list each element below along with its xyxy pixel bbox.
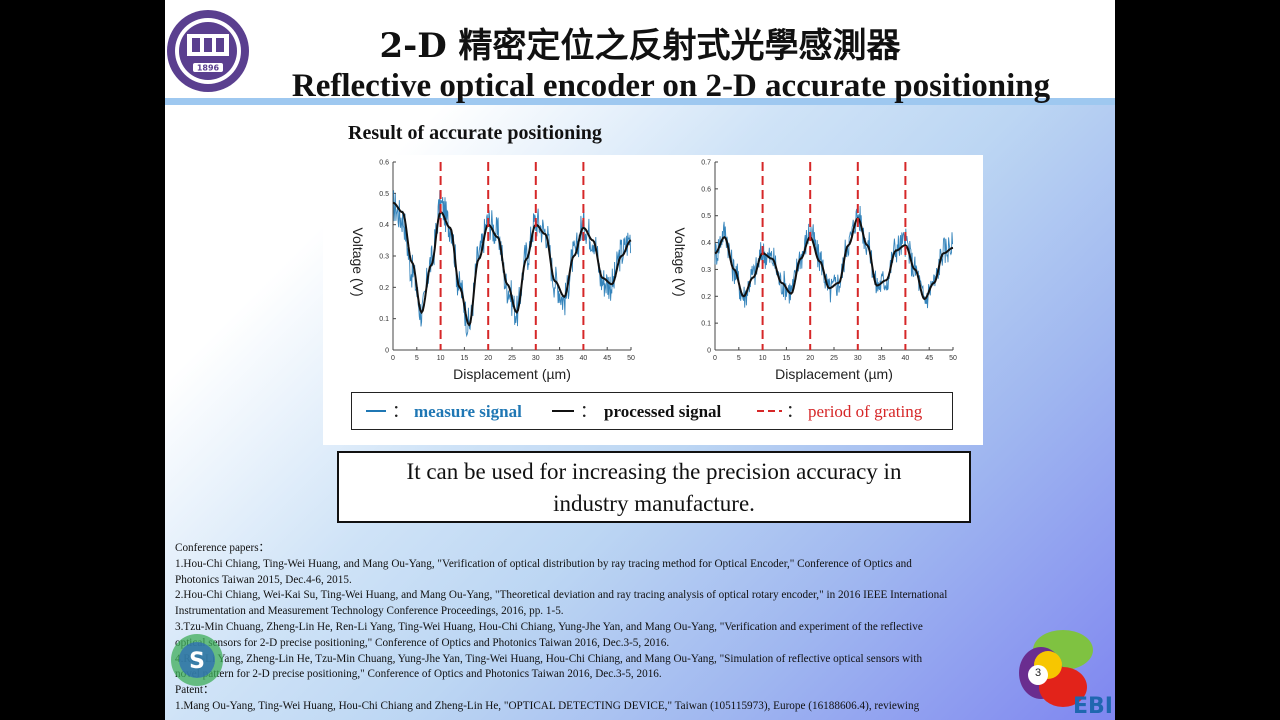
lab-badge-icon: S bbox=[171, 634, 223, 686]
ebil-text: EBIL bbox=[1073, 694, 1113, 719]
reference-line: 3.Tzu-Min Chuang, Zheng-Lin He, Ren-Li Y… bbox=[175, 620, 923, 633]
patent-line: 1.Mang Ou-Yang, Ting-Wei Huang, Hou-Chi … bbox=[175, 699, 920, 712]
patent-heading: Patent： bbox=[175, 684, 215, 697]
ebil-logo-icon: EBIL bbox=[1019, 630, 1113, 719]
y-tick-label: 0.3 bbox=[701, 267, 711, 274]
university-seal-icon: 1896 bbox=[167, 10, 249, 92]
legend-separator: ： bbox=[580, 402, 597, 421]
measure-signal-line bbox=[392, 189, 632, 338]
reference-line: optical sensors for 2-D precise position… bbox=[175, 636, 670, 649]
y-tick-label: 0.3 bbox=[379, 254, 389, 261]
x-tick-label: 25 bbox=[508, 355, 516, 362]
y-tick-label: 0.4 bbox=[701, 240, 711, 247]
x-tick-label: 15 bbox=[461, 355, 469, 362]
summary-note-box: It can be used for increasing the precis… bbox=[337, 451, 971, 523]
measure-signal-line bbox=[714, 205, 954, 309]
y-axis-label: Voltage (V) bbox=[672, 227, 688, 296]
processed-signal-line bbox=[714, 217, 954, 301]
logo-year: 1896 bbox=[197, 64, 220, 73]
processed-signal-line bbox=[392, 201, 632, 327]
x-tick-label: 25 bbox=[830, 355, 838, 362]
reference-line: novel pattern for 2-D precise positionin… bbox=[175, 668, 662, 681]
reference-line: Photonics Taiwan 2015, Dec.4-6, 2015. bbox=[175, 573, 352, 586]
y-tick-label: 0.5 bbox=[379, 191, 389, 198]
legend-separator: ： bbox=[392, 402, 409, 421]
x-tick-label: 50 bbox=[949, 355, 957, 362]
chart-legend: ： measure signal ： processed signal ： pe… bbox=[351, 392, 953, 430]
x-tick-label: 30 bbox=[854, 355, 862, 362]
reference-line: 1.Hou-Chi Chiang, Ting-Wei Huang, and Ma… bbox=[175, 557, 912, 570]
x-tick-label: 10 bbox=[759, 355, 767, 362]
references-block: Conference papers： 1.Hou-Chi Chiang, Tin… bbox=[175, 541, 1095, 715]
section-title: Result of accurate positioning bbox=[348, 122, 602, 144]
y-tick-label: 0.4 bbox=[379, 222, 389, 229]
page-title-english: Reflective optical encoder on 2-D accura… bbox=[291, 68, 1051, 104]
x-tick-label: 0 bbox=[391, 355, 395, 362]
x-tick-label: 35 bbox=[556, 355, 564, 362]
x-tick-label: 45 bbox=[603, 355, 611, 362]
y-tick-label: 0.5 bbox=[701, 213, 711, 220]
y-tick-label: 0.6 bbox=[701, 186, 711, 193]
page-title-chinese: 2-D 精密定位之反射式光學感測器 bbox=[379, 26, 901, 66]
slide: 1896 2-D 精密定位之反射式光學感測器 Reflective optica… bbox=[165, 0, 1115, 720]
y-tick-label: 0 bbox=[707, 348, 711, 355]
x-tick-label: 30 bbox=[532, 355, 540, 362]
y-tick-label: 0.1 bbox=[379, 316, 389, 323]
x-tick-label: 20 bbox=[806, 355, 814, 362]
x-tick-label: 10 bbox=[437, 355, 445, 362]
legend-measure-label: measure signal bbox=[414, 402, 522, 421]
references-heading: Conference papers： bbox=[175, 542, 270, 554]
y-tick-label: 0.2 bbox=[701, 294, 711, 301]
y-tick-label: 0.6 bbox=[379, 160, 389, 167]
x-tick-label: 50 bbox=[627, 355, 635, 362]
summary-note-line-2: industry manufacture. bbox=[553, 491, 755, 516]
x-tick-label: 5 bbox=[737, 355, 741, 362]
x-tick-label: 5 bbox=[415, 355, 419, 362]
x-axis-label: Displacement (µm) bbox=[453, 366, 571, 382]
y-tick-label: 0.1 bbox=[701, 321, 711, 328]
x-tick-label: 35 bbox=[878, 355, 886, 362]
x-tick-label: 40 bbox=[580, 355, 588, 362]
legend-processed-label: processed signal bbox=[604, 402, 722, 421]
summary-note-line-1: It can be used for increasing the precis… bbox=[406, 459, 902, 484]
y-tick-label: 0.7 bbox=[701, 160, 711, 167]
x-tick-label: 45 bbox=[925, 355, 933, 362]
page-number: 3 bbox=[1034, 667, 1042, 679]
reference-line: 4.Ren-Li Yang, Zheng-Lin He, Tzu-Min Chu… bbox=[175, 652, 923, 665]
reference-line: Instrumentation and Measurement Technolo… bbox=[175, 605, 564, 618]
y-tick-label: 0.2 bbox=[379, 285, 389, 292]
badge-letter: S bbox=[189, 649, 205, 674]
legend-period-label: period of grating bbox=[808, 402, 923, 421]
legend-separator: ： bbox=[786, 402, 803, 421]
header-divider bbox=[165, 98, 1115, 105]
y-tick-label: 0 bbox=[385, 348, 389, 355]
x-axis-label: Displacement (µm) bbox=[775, 366, 893, 382]
x-tick-label: 15 bbox=[783, 355, 791, 362]
reference-line: 2.Hou-Chi Chiang, Wei-Kai Su, Ting-Wei H… bbox=[175, 589, 948, 602]
charts-svg: 0 5 10 15 20 25 30 35 40 45 5000.10.20.30.40.50.6D… bbox=[350, 160, 957, 383]
x-tick-label: 20 bbox=[484, 355, 492, 362]
x-tick-label: 40 bbox=[902, 355, 910, 362]
y-axis-label: Voltage (V) bbox=[350, 227, 366, 296]
x-tick-label: 0 bbox=[713, 355, 717, 362]
